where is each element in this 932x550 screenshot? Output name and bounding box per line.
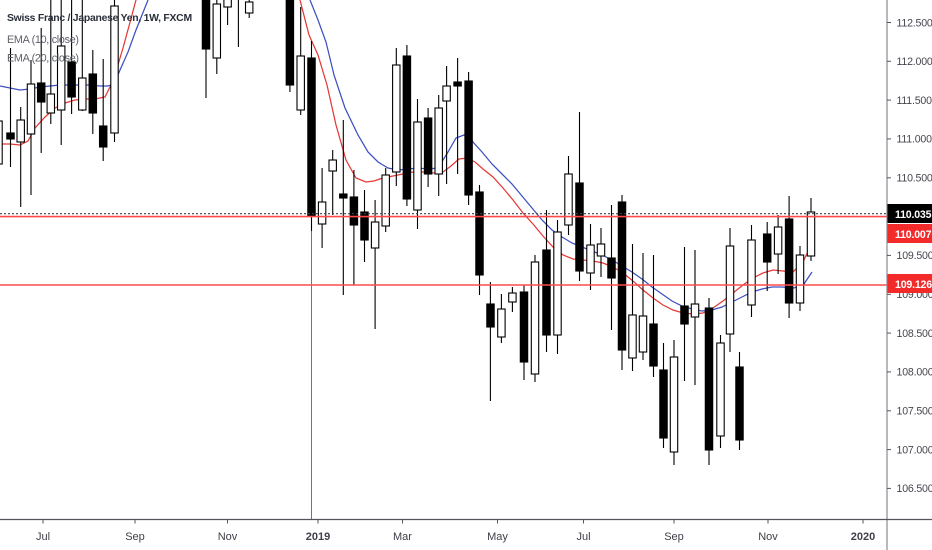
svg-text:Swiss Franc / Japanese Yen, 1W: Swiss Franc / Japanese Yen, 1W, FXCM	[7, 13, 192, 24]
svg-text:106.500: 106.500	[897, 483, 932, 495]
svg-text:112.500: 112.500	[897, 17, 932, 29]
svg-text:Jul: Jul	[36, 531, 50, 543]
svg-text:EMA (20, close): EMA (20, close)	[7, 53, 79, 65]
svg-text:Sep: Sep	[125, 531, 145, 543]
svg-text:May: May	[487, 531, 508, 543]
svg-text:Nov: Nov	[218, 531, 238, 543]
svg-text:109.500: 109.500	[897, 250, 932, 262]
svg-text:2020: 2020	[851, 531, 875, 543]
svg-text:Jul: Jul	[576, 531, 590, 543]
svg-text:Mar: Mar	[393, 531, 412, 543]
svg-text:EMA (10, close): EMA (10, close)	[7, 34, 79, 46]
svg-text:Nov: Nov	[758, 531, 778, 543]
svg-text:108.000: 108.000	[897, 367, 932, 379]
svg-text:107.000: 107.000	[897, 444, 932, 456]
svg-text:108.500: 108.500	[897, 328, 932, 340]
svg-text:110.035: 110.035	[895, 209, 932, 221]
svg-text:110.007: 110.007	[895, 229, 932, 241]
svg-text:107.500: 107.500	[897, 406, 932, 418]
svg-text:Sep: Sep	[664, 531, 684, 543]
svg-text:111.500: 111.500	[897, 95, 932, 107]
svg-text:111.000: 111.000	[897, 134, 932, 146]
svg-text:112.000: 112.000	[897, 56, 932, 68]
svg-text:110.500: 110.500	[897, 173, 932, 185]
svg-text:109.126: 109.126	[895, 279, 932, 291]
svg-text:2019: 2019	[306, 531, 330, 543]
